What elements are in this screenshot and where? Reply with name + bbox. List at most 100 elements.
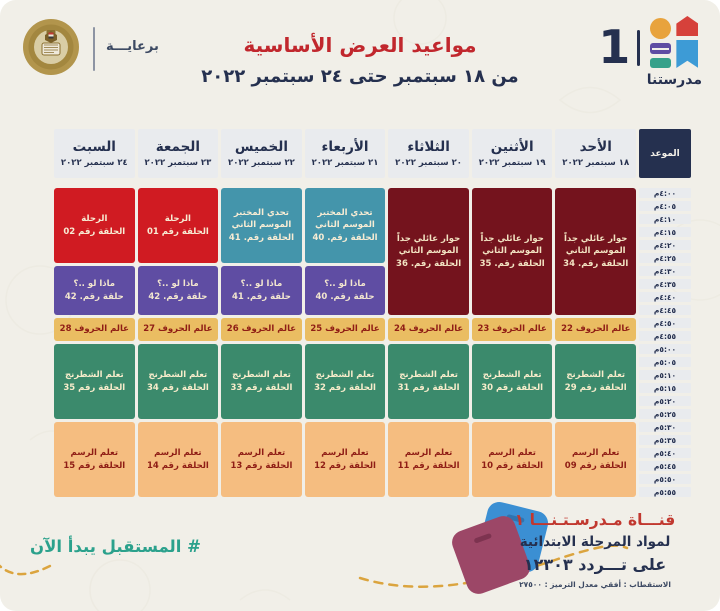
time-slot: ٤:٥٥م [639, 331, 691, 341]
ministry-emblem-icon [23, 19, 79, 75]
program-line: الحلقة رقم 34 [146, 382, 209, 393]
day-date: ٢٠ سبتمبر ٢٠٢٢ [395, 158, 462, 168]
day-name: الأحد [579, 139, 612, 155]
program-cell: تعلم الشطرنج الحلقة رقم 34 [137, 344, 219, 419]
channel-frequency-line: على تـــردد ١٢٣٠٣ [523, 555, 667, 574]
sponsor-label: برعايـــة [106, 39, 159, 54]
program-line: ماذا لو ..؟ [73, 279, 116, 290]
time-header-cell: الموعد [639, 129, 691, 178]
program-line: حوار عائلي جداً الموسم الثاني [564, 234, 628, 257]
time-slot: ٥:٠٥م [639, 357, 691, 367]
day-date: ٢٢ سبتمبر ٢٠٢٢ [228, 158, 295, 168]
program-cell: تعلم الشطرنج الحلقة رقم 29 [555, 344, 636, 419]
logo-lines-icon [650, 43, 672, 54]
schedule-body: ٤:٠٠م ٤:٠٥م ٤:١٠م ٤:١٥م ٤:٢٠م ٤:٢٥م ٤:٣٠م ٤:٣٥م… [54, 187, 691, 498]
logo-bookmark-icon [676, 40, 699, 68]
channel-name-line: قنـــاة مـدرسـتـنـــا ١ [514, 511, 676, 529]
page-subtitle: من ١٨ سبتمبر حتى ٢٤ سبتمبر ٢٠٢٢ [201, 66, 519, 87]
logo-marks [648, 16, 700, 68]
day-header: السبت ٢٤ سبتمبر ٢٠٢٢ [54, 129, 135, 178]
time-slot: ٥:٤٥م [639, 461, 691, 471]
program-cell: تعلم الشطرنج الحلقة رقم 31 [388, 344, 469, 419]
title-block: مواعيد العرض الأساسية من ١٨ سبتمبر حتى ٢… [150, 33, 570, 87]
program-line: عالم الحروف 28 [59, 324, 129, 335]
day-date: ٢٤ سبتمبر ٢٠٢٢ [60, 158, 128, 168]
schedule-table: الموعد الأحد ١٨ سبتمبر ٢٠٢٢ الأثنين ١٩ سبتم… [54, 129, 691, 498]
logo-name: مدرستنا [646, 72, 702, 88]
day-header: الجمعة ٢٣ سبتمبر ٢٠٢٢ [137, 129, 219, 178]
day-name: السبت [72, 139, 116, 155]
logo-bar-icon [650, 58, 672, 68]
program-line: تحدي المختبر الموسم الثاني [315, 208, 375, 231]
program-line: عالم الحروف 25 [310, 324, 380, 335]
program-line: تعلم الشطرنج [566, 370, 626, 381]
program-line: تعلم الرسم [571, 448, 620, 459]
program-line: حلقة رقم. 42 [64, 291, 124, 302]
program-line: الحلقة رقم 11 [397, 460, 460, 471]
time-slot: ٤:٣٠م [639, 266, 691, 276]
program-cell: الرحلة الحلقة رقم 02 [54, 188, 135, 263]
program-line: الحلقة رقم 35 [63, 382, 126, 393]
program-cell: ماذا لو ..؟ حلقة رقم. 42 [137, 266, 219, 315]
program-cell: تعلم الرسم الحلقة رقم 09 [555, 422, 636, 497]
program-line: الحلقة رقم 30 [481, 382, 544, 393]
program-line: عالم الحروف 23 [477, 324, 547, 335]
program-line: تعلم الشطرنج [482, 370, 542, 381]
program-line: حلقة رقم. 41 [231, 291, 291, 302]
channel-stage-line: لمواد المرحلة الابتدائية [519, 534, 671, 550]
time-slot: ٤:٤٥م [639, 305, 691, 315]
program-line: تعلم الرسم [488, 448, 536, 459]
program-cell: عالم الحروف 22 [555, 318, 636, 341]
program-line: الحلقة رقم 01 [146, 226, 209, 237]
program-cell: حوار عائلي جداً الموسم الثاني الحلقة رقم.… [388, 188, 469, 315]
time-slot: ٤:٢٠م [639, 240, 691, 250]
channel-technical-line: الاستقطاب : أفقي معدل الترميز : ٢٧٥٠٠ [519, 580, 671, 589]
hashtag-text: # المستقبل يبدأ الآن [30, 537, 201, 556]
time-slot: ٤:٠٥م [639, 201, 691, 211]
program-line: تعلم الرسم [237, 448, 286, 459]
program-cell: عالم الحروف 24 [388, 318, 469, 341]
day-header: الأربعاء ٢١ سبتمبر ٢٠٢٢ [304, 129, 386, 178]
logo-divider-bar [637, 30, 640, 66]
program-line: عالم الحروف 22 [561, 324, 631, 335]
time-slot: ٥:١٠م [639, 370, 691, 380]
program-line: تعلم الشطرنج [315, 370, 375, 381]
time-slot: ٥:٢٥م [639, 409, 691, 419]
program-line: تعلم الرسم [404, 448, 453, 459]
program-line: تعلم الرسم [321, 448, 369, 459]
program-line: تعلم الشطرنج [232, 370, 291, 381]
program-line: الحلقة رقم 15 [63, 460, 126, 471]
program-line: الرحلة [81, 214, 108, 225]
program-line: تعلم الرسم [70, 448, 119, 459]
time-slot: ٤:٤٠م [639, 292, 691, 302]
program-cell: عالم الحروف 26 [221, 318, 302, 341]
program-line: الحلقة رقم. 41 [228, 232, 294, 243]
program-line: عالم الحروف 26 [226, 324, 297, 335]
program-line: حلقة رقم. 42 [148, 291, 208, 302]
sponsor-divider [93, 27, 95, 71]
time-slot: ٤:١٠م [639, 214, 691, 224]
program-cell: عالم الحروف 25 [304, 318, 386, 341]
time-slot: ٥:١٥م [639, 383, 691, 393]
program-line: الحلقة رقم 31 [397, 382, 460, 393]
day-header: الثلاثاء ٢٠ سبتمبر ٢٠٢٢ [388, 129, 469, 178]
program-cell: ماذا لو ..؟ حلقة رقم. 42 [54, 266, 135, 315]
program-cell: حوار عائلي جداً الموسم الثاني الحلقة رقم.… [555, 188, 636, 315]
time-slot: ٥:٤٠م [639, 448, 691, 458]
program-cell: تعلم الرسم الحلقة رقم 12 [304, 422, 386, 497]
program-cell: ماذا لو ..؟ حلقة رقم. 41 [221, 266, 302, 315]
program-cell: تعلم الشطرنج الحلقة رقم 32 [304, 344, 386, 419]
time-slot: ٤:٢٥م [639, 253, 691, 263]
program-line: ماذا لو ..؟ [324, 279, 366, 290]
program-cell: عالم الحروف 28 [54, 318, 135, 341]
time-slot: ٤:٥٠م [639, 318, 691, 328]
program-line: الحلقة رقم 10 [481, 460, 544, 471]
day-name: الأثنين [490, 139, 534, 155]
day-date: ٢٣ سبتمبر ٢٠٢٢ [144, 158, 212, 168]
program-line: تعلم الرسم [154, 448, 202, 459]
time-slot: ٥:٥٠م [639, 474, 691, 484]
program-line: حوار عائلي جداً الموسم الثاني [396, 234, 461, 257]
program-line: حوار عائلي جداً الموسم الثاني [480, 234, 544, 257]
program-cell: تعلم الرسم الحلقة رقم 14 [137, 422, 219, 497]
time-slot: ٥:٣٥م [639, 435, 691, 445]
